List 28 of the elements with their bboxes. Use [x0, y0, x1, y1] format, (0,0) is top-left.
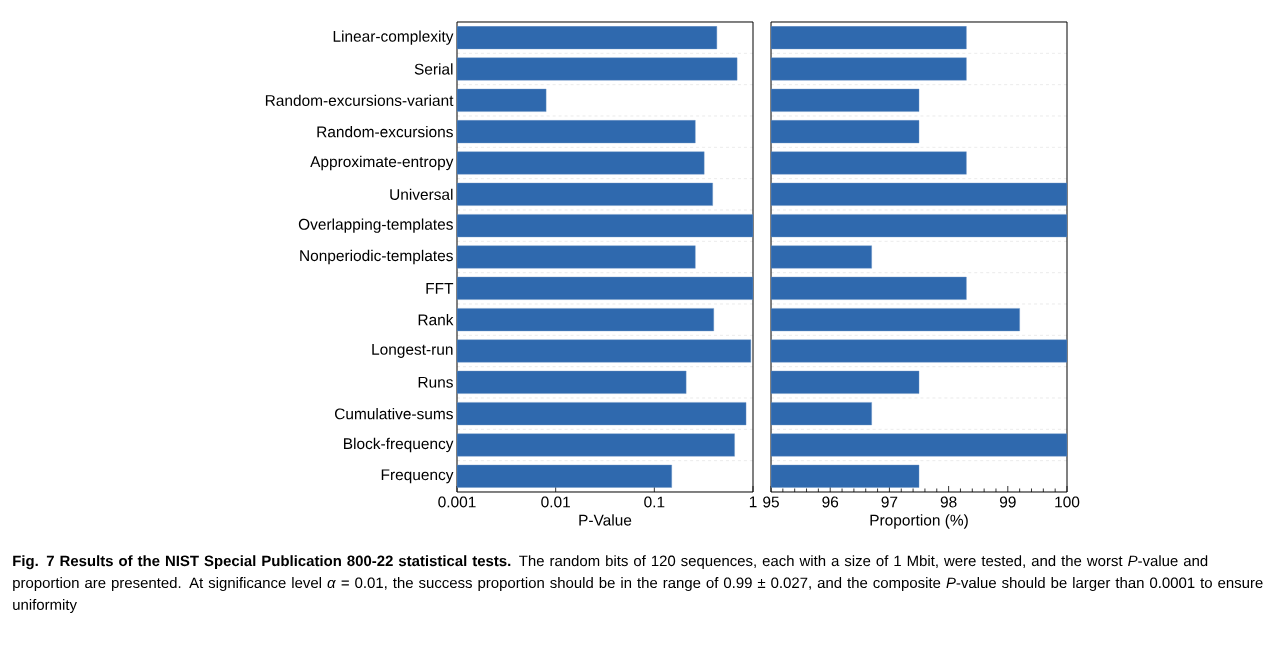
- y-tick-label: Rank: [418, 313, 454, 326]
- y-tick-label: Universal: [390, 188, 453, 200]
- x-tick-label: 0.001: [438, 496, 476, 508]
- y-tick-label: Nonperiodic-templates: [300, 249, 453, 265]
- y-tick-label: Random-excursions-variant: [265, 94, 454, 106]
- x-tick-label: 0.01: [541, 496, 570, 508]
- y-tick-label: FFT: [426, 283, 454, 294]
- y-tick-label: Block-frequency: [344, 437, 454, 453]
- x-tick-label: 1: [749, 496, 757, 508]
- x-axis-title: Proportion (%): [870, 514, 968, 529]
- x-tick-label: 97: [881, 496, 898, 508]
- x-tick-label: 99: [999, 496, 1016, 508]
- text: Fig. 7 Results of the NIST Special Publication 800-22 statistical tests. The random bits of 120 sequences, each with a size of 1 Mbit, were tested, and the worst P-value and proportion are presented. At significance level α = 0.01, the success proportion should be in the range of 0.99 ± 0.027, and the composite P-value should be larger than 0.0001 to ensure uniformity: [13, 555, 1263, 613]
- y-tick-label: Linear-complexity: [333, 30, 454, 45]
- x-tick-label: 100: [1055, 496, 1080, 508]
- y-tick-label: Overlapping-templates: [298, 218, 453, 233]
- y-tick-label: Serial: [414, 63, 453, 75]
- y-tick-label: Approximate-entropy: [310, 155, 454, 171]
- y-tick-label: Random-excursions: [317, 125, 453, 138]
- x-tick-label: 95: [763, 496, 779, 508]
- x-axis-title: P-Value: [579, 514, 632, 526]
- x-tick-label: 96: [822, 496, 839, 508]
- y-tick-label: Longest-run: [372, 344, 453, 358]
- x-tick-label: 0.1: [644, 496, 665, 508]
- y-tick-label: Runs: [418, 376, 453, 388]
- x-tick-label: 98: [940, 496, 957, 508]
- y-tick-label: Frequency: [381, 469, 454, 484]
- y-tick-label: Cumulative-sums: [334, 407, 453, 420]
